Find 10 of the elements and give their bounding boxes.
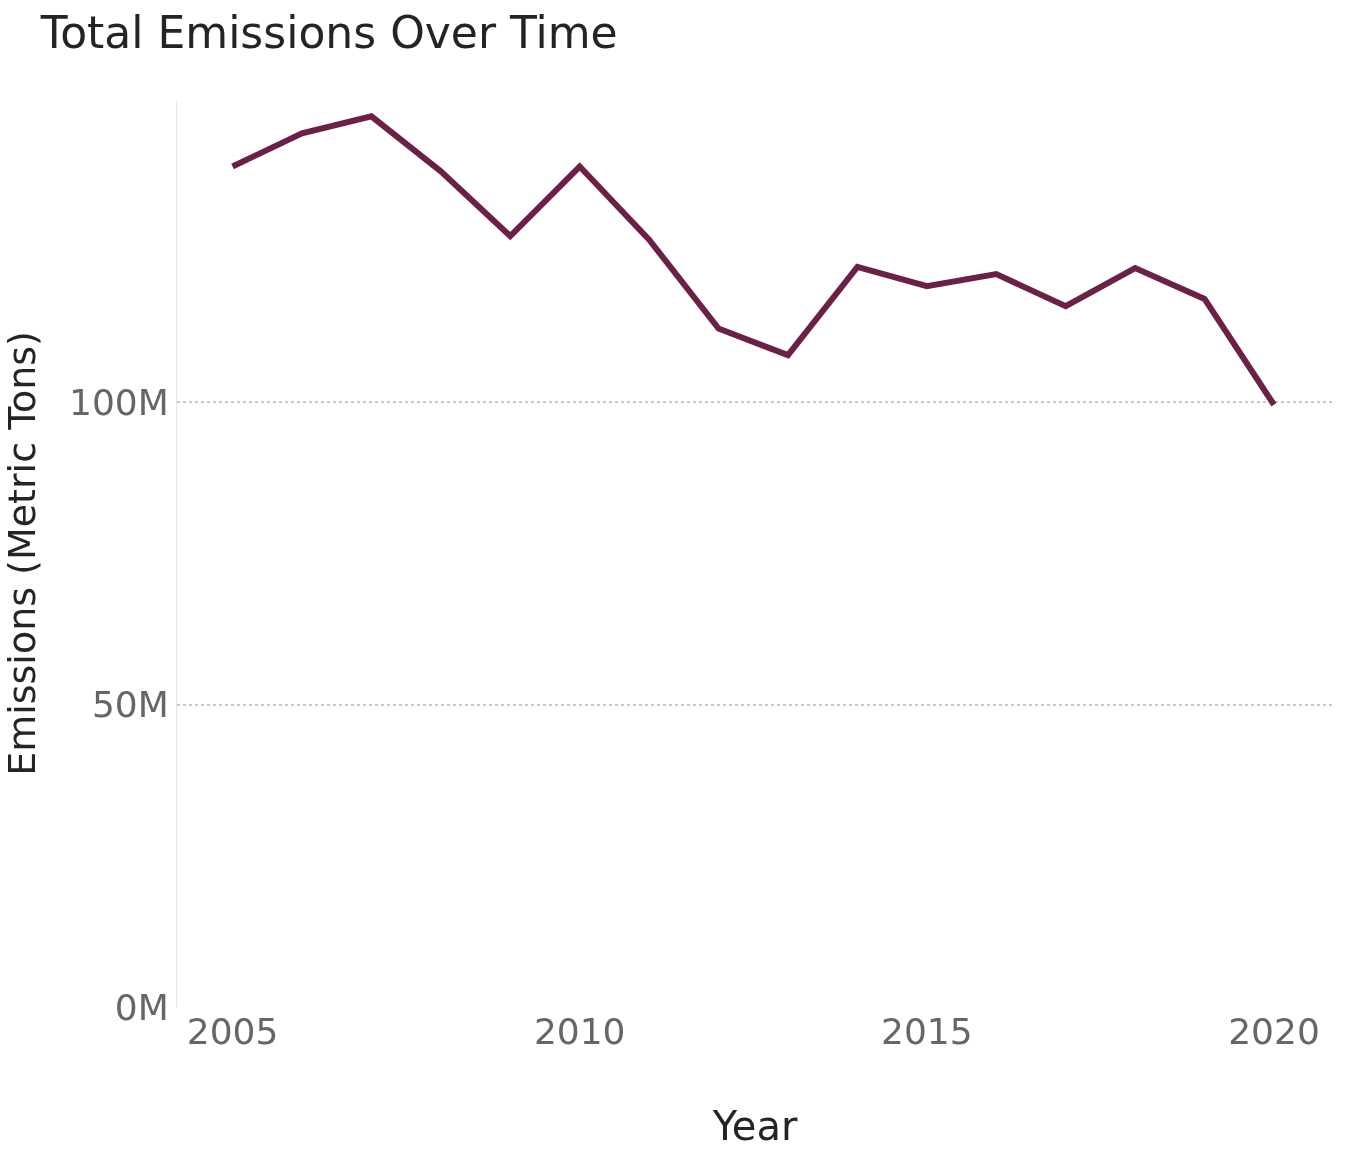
y-tick-label: 50M (91, 684, 169, 726)
x-tick-label: 2005 (186, 1011, 279, 1052)
x-axis-title: Year (711, 1102, 798, 1149)
x-tick-label: 2020 (1228, 1011, 1320, 1052)
y-axis-title: Emissions (Metric Tons) (0, 331, 44, 776)
y-tick-label: 0M (114, 986, 169, 1028)
x-tick-label: 2015 (881, 1011, 973, 1052)
chart-title: Total Emissions Over Time (39, 7, 618, 59)
x-tick-label: 2010 (533, 1011, 626, 1052)
y-tick-label: 100M (69, 381, 169, 423)
